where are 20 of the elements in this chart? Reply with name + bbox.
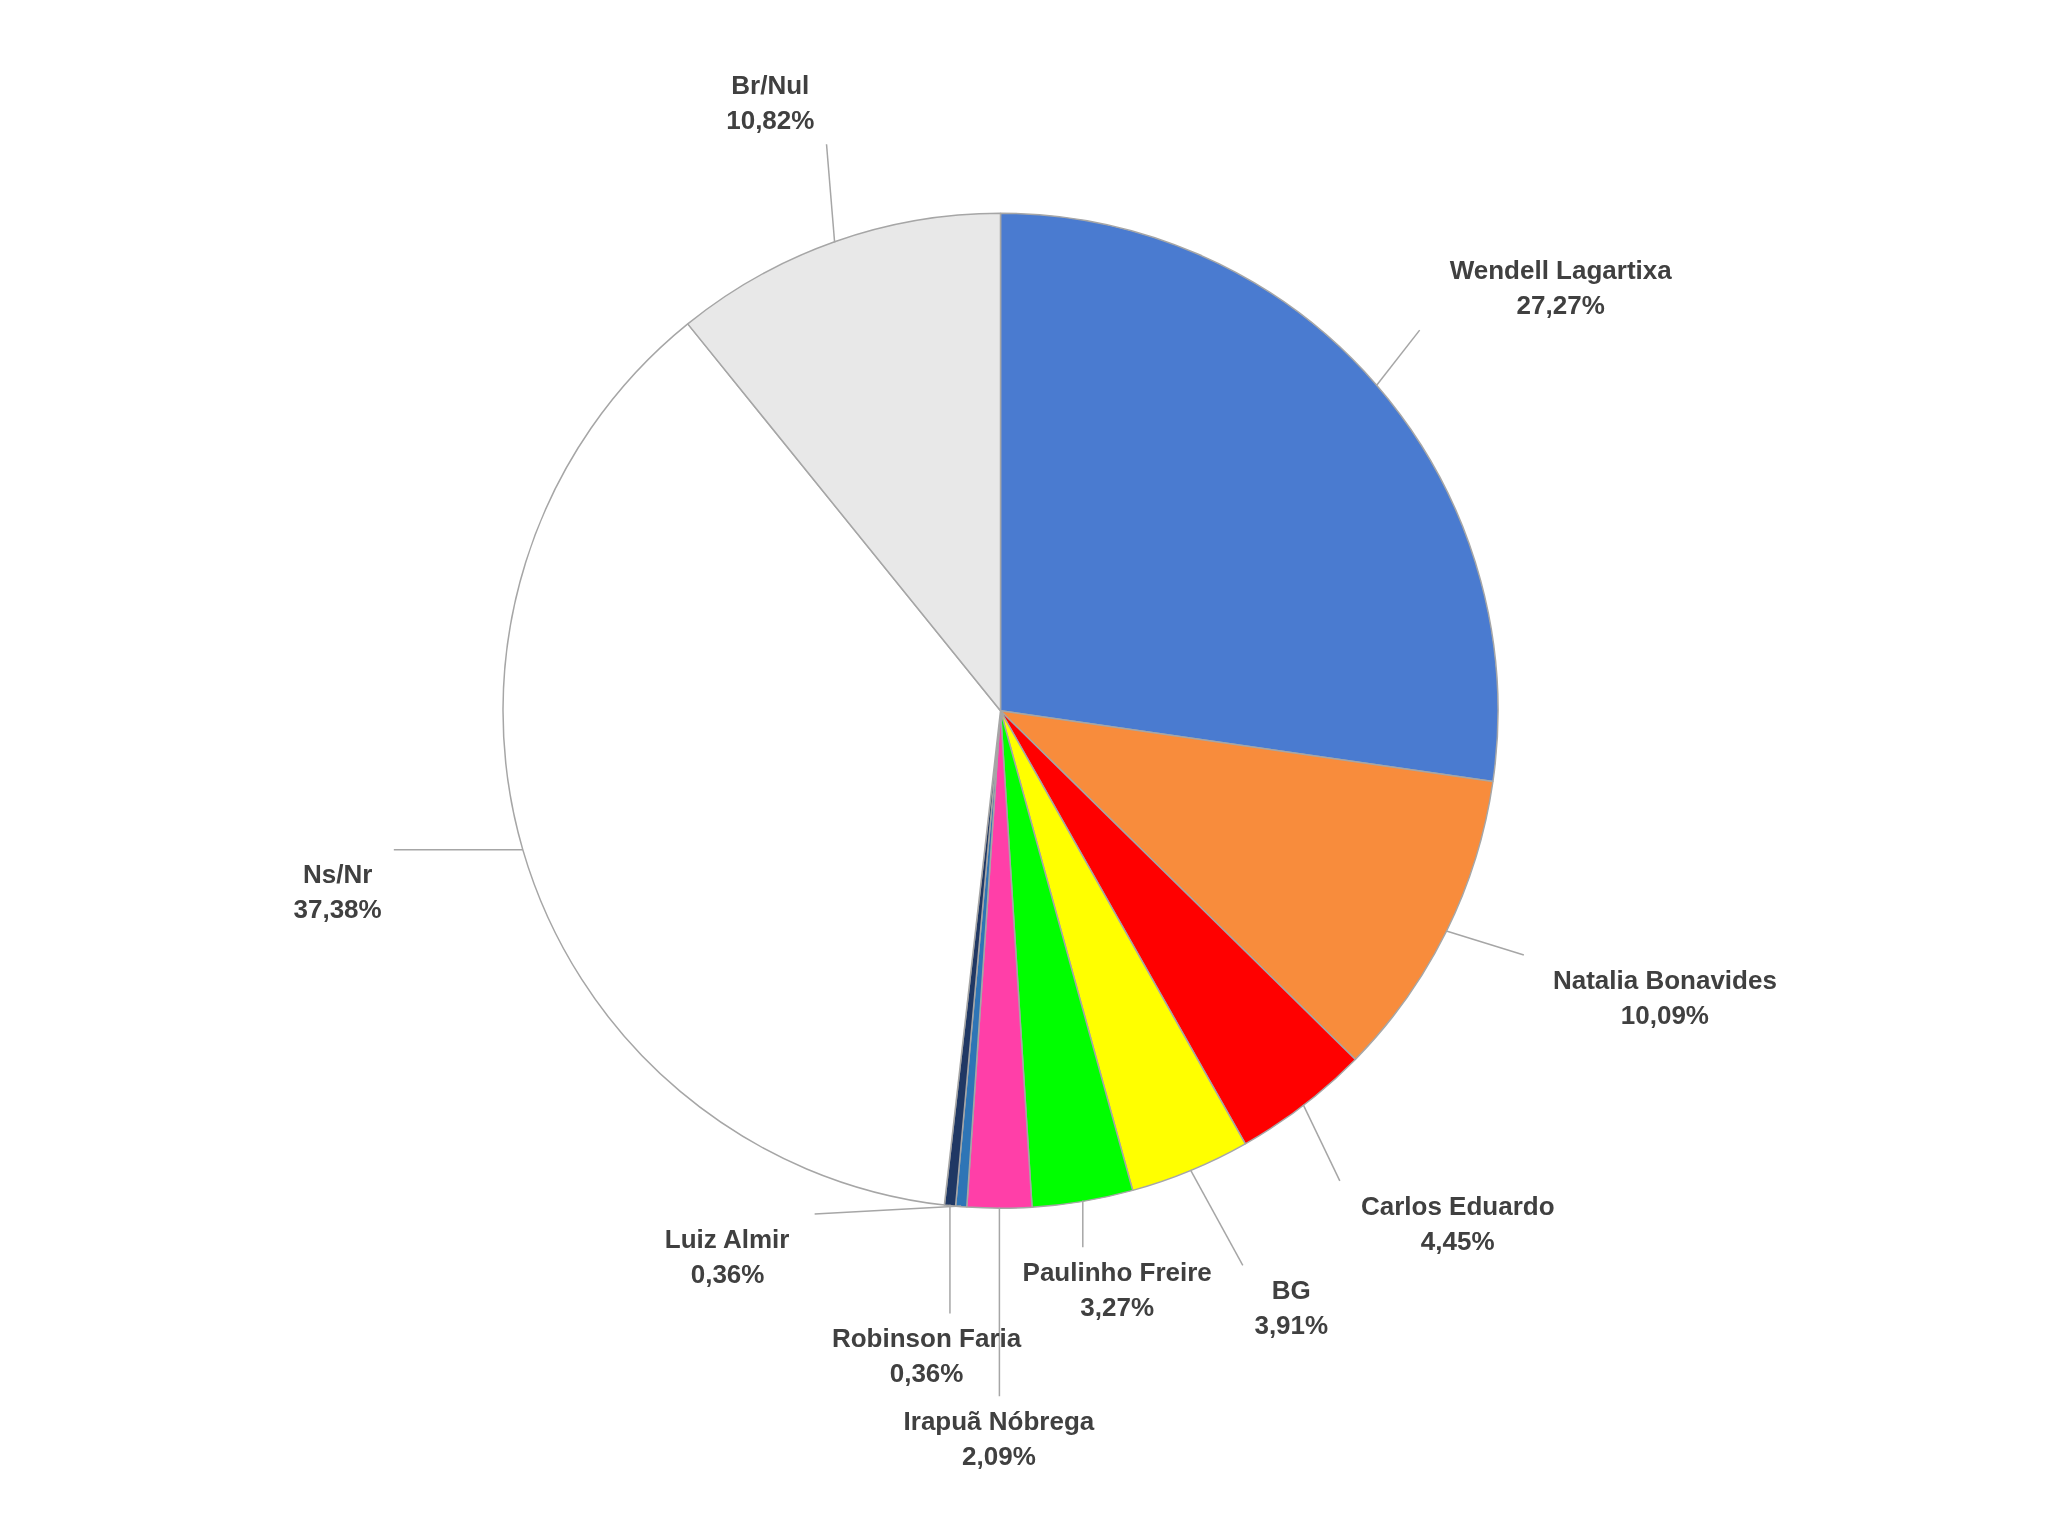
data-label: 3,27%	[1080, 1291, 1155, 1322]
slice-label: Robinson Faria	[831, 1323, 1022, 1354]
data-label: 3,91%	[1254, 1310, 1329, 1340]
slice-label: Paulinho Freire	[1022, 1256, 1212, 1287]
data-label: 10,09%	[1620, 999, 1709, 1030]
slice-label: Natalia Bonavides	[1552, 964, 1777, 995]
slice-label: BG	[1271, 1275, 1311, 1306]
data-label: 2,09%	[962, 1440, 1036, 1471]
data-label: 0,36%	[889, 1358, 964, 1389]
slice-label: Irapuã Nóbrega	[903, 1405, 1095, 1436]
slice-label: Carlos Eduardo	[1360, 1190, 1555, 1221]
data-label: 10,82%	[726, 104, 815, 135]
data-label: 37,38%	[293, 893, 382, 924]
data-label: 27,27%	[1516, 290, 1605, 321]
slice-label: Br/Nul	[731, 69, 810, 100]
slice-label: Luiz Almir	[664, 1223, 790, 1254]
slice-label: Ns/Nr	[302, 858, 373, 889]
data-label: 0,36%	[690, 1258, 765, 1289]
data-label: 4,45%	[1420, 1225, 1495, 1256]
slice-label: Wendell Lagartixa	[1449, 255, 1673, 286]
